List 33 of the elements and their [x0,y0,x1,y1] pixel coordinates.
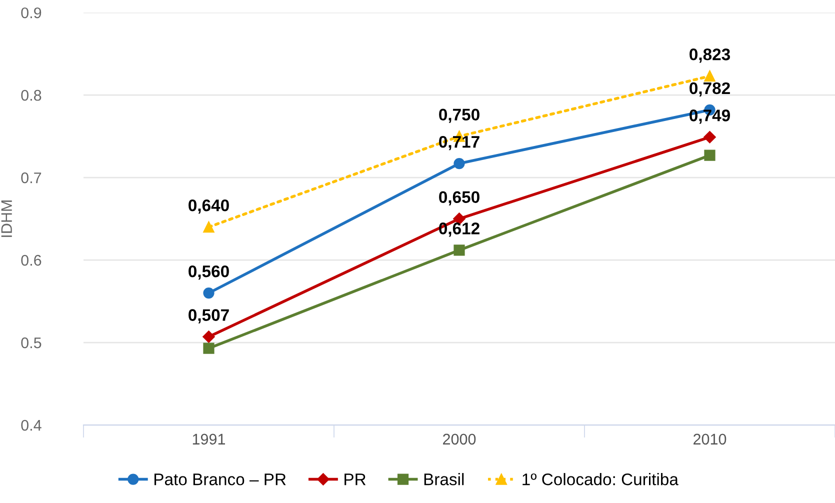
point [203,342,214,354]
point [203,222,214,233]
data-label: 0,507 [188,309,229,324]
y-tick-label: 0.6 [21,254,42,266]
y-tick-label: 0.9 [21,7,42,18]
x-tick-label: 2010 [694,434,726,445]
y-tick-label: 0.8 [21,90,42,101]
y-tick-label: 0.7 [21,172,42,184]
point [454,158,465,170]
data-label: 0,717 [439,136,480,150]
data-label: 0,782 [690,82,730,97]
point [203,287,214,299]
data-label: 0,640 [188,199,229,214]
point [704,70,716,82]
x-tick-label: 1991 [192,434,225,445]
data-label: 0,749 [690,110,730,124]
legend-label: Brasil [424,473,464,486]
x-tick-label: 2000 [443,434,476,445]
legend-label: Pato Branco – PR [154,474,286,486]
data-label: 0,612 [439,222,480,237]
data-label: 0,560 [188,265,229,280]
point [704,131,716,144]
y-tick-label: 0.5 [21,337,42,348]
y-tick-label: 0.4 [21,420,42,431]
point [454,244,465,256]
data-label: 0,650 [439,191,480,206]
legend-label: 1º Colocado: Curitiba [522,473,678,486]
data-label: 0,750 [439,108,480,123]
point [704,150,716,161]
data-label: 0,823 [690,48,730,63]
y-axis-title: IDHM [1,200,12,237]
legend-label: PR [344,474,366,486]
point [202,330,215,343]
